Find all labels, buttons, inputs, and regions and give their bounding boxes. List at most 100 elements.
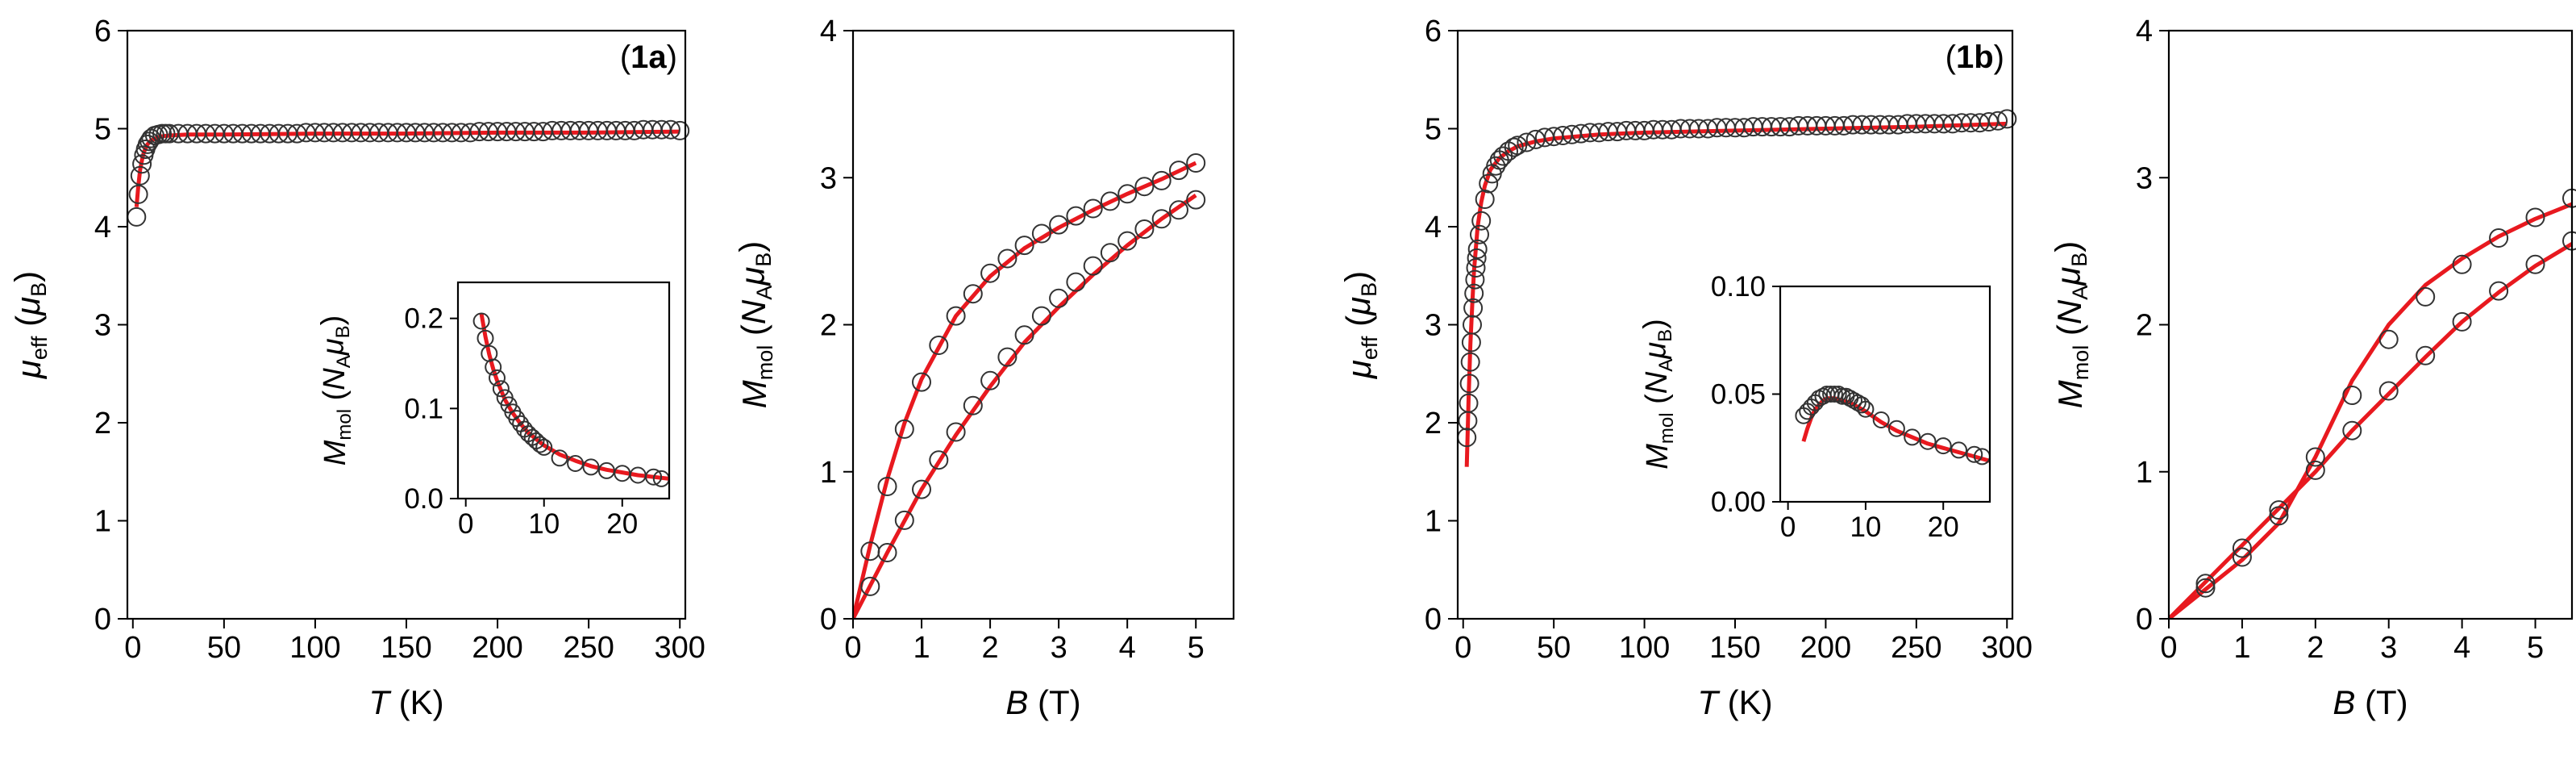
p3-ytick-label: 3: [1425, 309, 1442, 343]
p3-experimental-point: [1467, 248, 1487, 268]
p3-experimental-point: [1508, 136, 1528, 156]
p1-inset-experimental-point: [476, 329, 494, 347]
p3-experimental-point: [1459, 374, 1479, 394]
p2-xtick-label: 3: [1051, 631, 1067, 665]
p3-experimental-point: [1459, 393, 1479, 413]
p2-ytick-label: 3: [820, 161, 837, 195]
p4-upper-experimental-point: [2378, 329, 2399, 349]
p3-xtick-label: 0: [1454, 631, 1471, 665]
p4-panel: 0 1 2 3 4 5 0 1 2 3 4 B (T) Mmol (NAμB): [2049, 15, 2576, 721]
p2-upper-experimental-point: [1031, 223, 1051, 244]
p1-inset-ytick-label: 0.2: [404, 303, 443, 335]
p2-xtick-label: 5: [1188, 631, 1205, 665]
p3-inset-ytick-label: 0.00: [1711, 486, 1766, 518]
p3-inset-experimental-point: [1904, 428, 1921, 446]
p3-experimental-point: [1997, 109, 2017, 129]
p4-xtick-label: 3: [2380, 631, 2397, 665]
p4-plot-frame: [2167, 29, 2574, 620]
p3-experimental-point: [1460, 352, 1480, 372]
p3-experimental-point: [1479, 173, 1499, 194]
p2-xtick-label: 1: [913, 631, 930, 665]
p4-upper-fit-line: [2169, 202, 2572, 619]
p2-lower-experimental-point: [912, 479, 931, 499]
p3-inset-xtick-label: 20: [1928, 511, 1959, 543]
p3-experimental-point: [1466, 258, 1486, 278]
p1-inset-fit-line: [479, 313, 669, 481]
p3-xtick-label: 50: [1537, 631, 1571, 665]
p2-lower-experimental-point: [1049, 288, 1069, 308]
p1-inset-experimental-point: [551, 449, 568, 467]
p3-inset-experimental-point: [1919, 432, 1937, 450]
p2-lower-experimental-point: [1031, 306, 1051, 326]
p2-lower-fit-line: [853, 194, 1197, 619]
p1-inset-experimental-point: [535, 438, 553, 456]
p3-inset-experimental-point: [1966, 445, 1983, 463]
p2-upper-experimental-point: [1151, 170, 1171, 190]
p3-experimental-point: [1525, 129, 1546, 149]
p2-lower-experimental-point: [1100, 243, 1120, 263]
p4-upper-experimental-point: [2416, 286, 2436, 307]
p3-y-axis-label: μeff (μB): [1338, 271, 1382, 379]
p3-inset-experimental-point: [1934, 437, 1952, 455]
p4-lower-experimental-point: [2232, 547, 2252, 567]
p4-lower-experimental-point: [2416, 345, 2436, 365]
p4-upper-experimental-point: [2232, 538, 2252, 558]
p4-ytick-label: 1: [2136, 456, 2153, 490]
p1-ytick-label: 3: [94, 309, 111, 343]
p1-xtick-label: 250: [563, 631, 614, 665]
p3-xtick-label: 200: [1800, 631, 1851, 665]
p2-lower-experimental-point: [1186, 190, 1206, 210]
p3-inset-experimental-point: [1857, 400, 1875, 418]
p3-ytick-label: 6: [1425, 15, 1442, 48]
p3-panel-label: (1b): [1946, 40, 2004, 75]
p3-inset-background: [1780, 286, 1990, 502]
p3-experimental-point: [1465, 269, 1485, 290]
p1-inset-ytick-label: 0.0: [404, 483, 443, 515]
p4-lower-experimental-point: [2378, 381, 2399, 401]
p4-xtick-label: 2: [2307, 631, 2324, 665]
p3-inset-experimental-point: [1853, 396, 1871, 414]
p4-upper-experimental-point: [2305, 447, 2325, 467]
p3-experimental-point: [1517, 132, 1537, 152]
p1-inset-y-axis-label: Mmol (NAμB): [316, 315, 356, 466]
p1-ytick-label: 0: [94, 603, 111, 637]
p2-lower-experimental-point: [1066, 272, 1086, 292]
p2-y-axis-label: Mmol (NAμB): [733, 241, 778, 409]
p2-upper-experimental-point: [1014, 236, 1034, 256]
p2-ytick-label: 1: [820, 456, 837, 490]
p4-ytick-label: 0: [2136, 603, 2153, 637]
p2-lower-experimental-point: [997, 347, 1017, 367]
p2-upper-experimental-point: [894, 419, 914, 439]
p2-panel: 0 1 2 3 4 5 0 1 2 3 4 B (T) Mmol (NAμB): [733, 15, 1235, 721]
p4-lower-experimental-point: [2305, 460, 2325, 480]
p3-experimental-point: [1470, 224, 1489, 244]
p2-ytick-label: 2: [820, 309, 837, 343]
p4-upper-experimental-point: [2489, 228, 2509, 248]
p3-inset-experimental-point: [1829, 386, 1847, 403]
p1-inset-background: [458, 282, 669, 499]
p1-fit-line: [134, 129, 680, 207]
p3-experimental-point: [1467, 239, 1488, 259]
p1-xtick-label: 300: [655, 631, 705, 665]
p1-inset-xtick-label: 20: [606, 508, 638, 540]
p1-xtick-label: 0: [124, 631, 141, 665]
p1-panel-label: (1a): [620, 40, 677, 75]
p1-inset-experimental-point: [531, 436, 549, 453]
p2-lower-experimental-point: [1014, 325, 1034, 345]
p3-inset-experimental-point: [1950, 441, 1967, 459]
p2-lower-experimental-point: [1134, 219, 1155, 239]
p3-inset-xtick-label: 10: [1850, 511, 1881, 543]
p4-lower-experimental-point: [2525, 254, 2545, 274]
p1-inset-xtick-label: 10: [528, 508, 560, 540]
p1-ytick-label: 1: [94, 505, 111, 539]
p4-upper-experimental-point: [2195, 574, 2216, 594]
p3-inset-experimental-point: [1825, 386, 1843, 403]
p1-inset-experimental-point: [567, 455, 585, 472]
p2-xtick-label: 0: [844, 631, 861, 665]
p4-lower-experimental-point: [2269, 506, 2289, 526]
p2-upper-experimental-point: [1100, 191, 1120, 211]
p1-x-axis-label: T (K): [368, 683, 443, 721]
p1-inset-ytick-label: 0.1: [404, 393, 443, 424]
p2-upper-experimental-point: [1049, 215, 1069, 235]
